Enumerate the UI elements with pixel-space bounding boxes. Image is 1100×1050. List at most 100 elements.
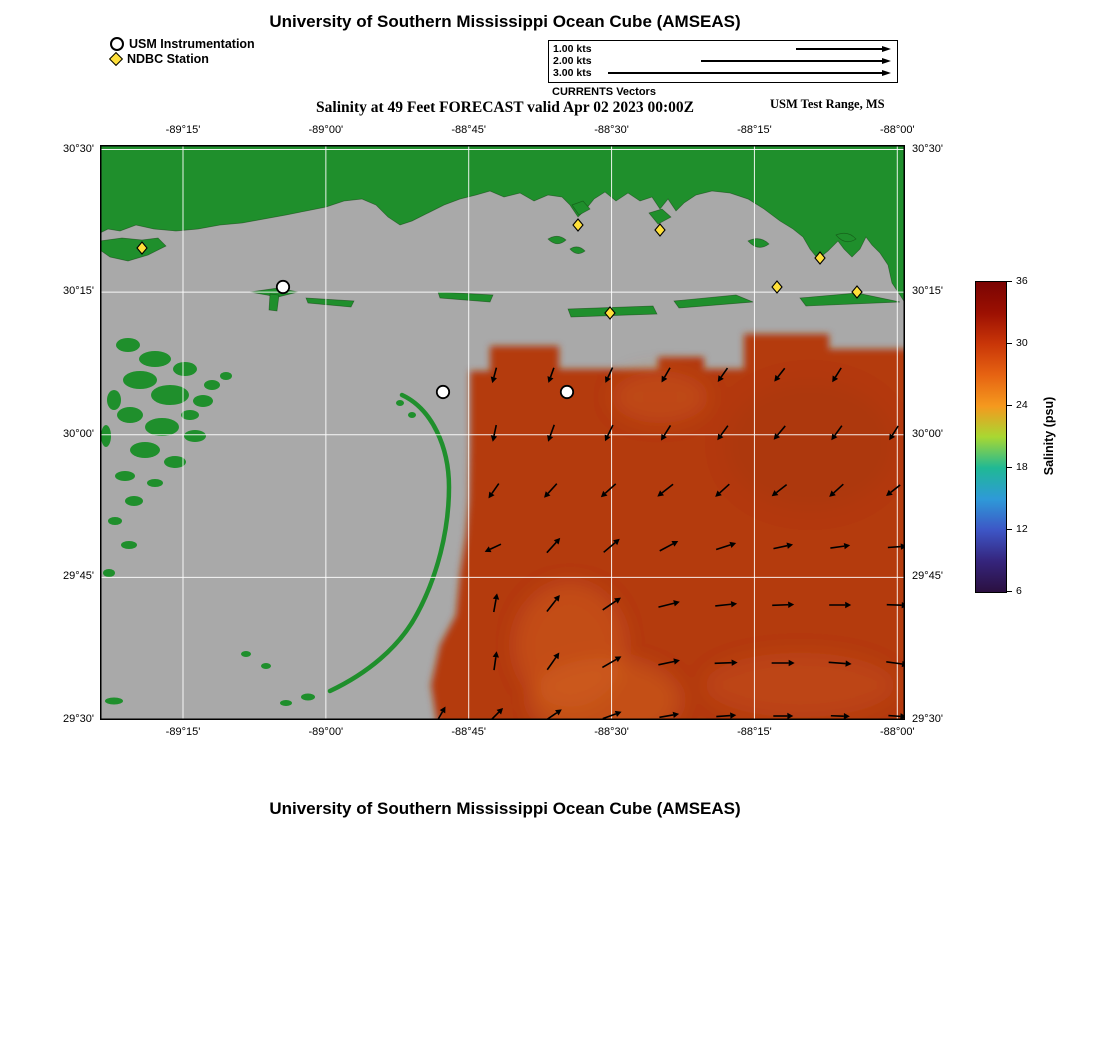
chandeleur-islands-arc: [327, 392, 452, 694]
current-arrow: [484, 543, 502, 553]
map-border: [100, 145, 905, 720]
x-tick-label-bottom: -88°15': [737, 726, 772, 738]
ndbc-station-marker: [771, 280, 783, 294]
usm-instrument-marker: [435, 384, 451, 400]
currents-legend-title: CURRENTS Vectors: [552, 86, 656, 98]
colorbar-tick: [1006, 281, 1012, 283]
currents-speed-label: 1.00 kts: [553, 43, 592, 55]
current-arrow: [773, 542, 794, 550]
map-canvas: [100, 145, 905, 720]
y-tick-label-right: 30°15': [912, 285, 943, 298]
current-arrow: [830, 542, 851, 550]
colorbar-tick-label: 24: [1016, 399, 1028, 411]
coastal-islet: [569, 246, 586, 254]
current-arrow: [490, 424, 498, 442]
current-arrow: [602, 597, 621, 611]
ndbc-station-marker: [572, 218, 584, 232]
y-tick-label-left: 30°30': [63, 142, 94, 155]
land-layer: [100, 145, 905, 706]
current-arrow: [771, 483, 788, 497]
map-title: Salinity at 49 Feet FORECAST valid Apr 0…: [316, 99, 694, 116]
current-arrow: [602, 710, 622, 720]
region-label: USM Test Range, MS: [770, 97, 885, 111]
ndbc-station-marker: [136, 241, 148, 255]
current-arrow: [717, 367, 729, 382]
y-tick-label-right: 30°00': [912, 427, 943, 440]
current-arrow: [771, 659, 795, 667]
x-tick-label-bottom: -89°15': [165, 726, 201, 738]
colorbar-tick-label: 36: [1016, 275, 1028, 287]
colorbar-tick: [1006, 343, 1012, 345]
x-tick-label-bottom: -88°30': [594, 726, 629, 738]
map-frame: [100, 145, 905, 720]
current-arrow: [659, 541, 679, 552]
y-tick-label-left: 30°00': [63, 427, 94, 440]
x-tick-label-top: -89°15': [165, 124, 201, 136]
y-tick-label-left: 29°30': [63, 713, 94, 725]
x-tick-label-bottom: -88°00': [879, 726, 915, 738]
current-arrow: [603, 538, 620, 553]
colorbar-tick-label: 18: [1016, 461, 1028, 473]
current-arrow: [546, 594, 560, 612]
legend-ndbc-label: NDBC Station: [127, 51, 209, 66]
ndbc-station-marker: [604, 306, 616, 320]
barrier-island: [673, 294, 754, 309]
coastal-islet: [648, 208, 672, 225]
x-tick-label-top: -88°15': [737, 124, 772, 136]
current-arrow: [661, 367, 671, 383]
legend-ndbc-row: NDBC Station: [108, 51, 255, 66]
current-arrow: [888, 713, 905, 720]
current-arrow: [490, 367, 498, 384]
usm-instrument-marker: [559, 384, 575, 400]
grid-lines: [100, 145, 905, 720]
current-arrow: [774, 367, 786, 382]
current-arrow: [660, 424, 672, 441]
current-arrow: [658, 600, 680, 608]
current-arrow: [544, 483, 558, 498]
west-bay-point: [100, 237, 167, 262]
coastal-islet: [835, 232, 857, 243]
marsh-islands: [101, 338, 416, 706]
colorbar-tick-label: 12: [1016, 523, 1028, 535]
usm-instrument-marker: [275, 279, 291, 295]
current-arrow: [715, 541, 737, 551]
current-arrow: [773, 712, 794, 720]
legend-usm-row: USM Instrumentation: [110, 36, 255, 51]
current-vectors-layer: [436, 367, 905, 720]
mainland-coast: [100, 145, 905, 304]
currents-scale-arrow: [796, 46, 891, 52]
current-arrow: [714, 659, 738, 666]
salinity-texture: [515, 371, 895, 720]
colorbar-gradient: [975, 281, 1007, 593]
current-arrow: [601, 656, 622, 669]
x-tick-label-top: -88°45': [451, 124, 487, 136]
currents-scale-arrow: [701, 58, 891, 64]
colorbar-tick: [1006, 467, 1012, 469]
colorbar-tick: [1006, 591, 1012, 593]
current-arrow: [829, 601, 852, 609]
barrier-island: [305, 297, 355, 308]
map-legend: USM Instrumentation NDBC Station: [108, 36, 255, 66]
salinity-layer: [431, 334, 905, 720]
current-arrow: [829, 483, 844, 497]
barrier-island: [268, 293, 280, 312]
ndbc-station-icon: [108, 51, 124, 66]
colorbar-label: Salinity (psu): [1042, 396, 1056, 476]
y-tick-label-right: 29°30': [912, 713, 943, 725]
x-tick-label-top: -88°30': [594, 124, 629, 136]
current-arrow: [716, 712, 737, 719]
y-tick-label-left: 29°45': [63, 570, 94, 583]
current-arrow: [604, 424, 614, 442]
colorbar-tick-label: 6: [1016, 585, 1022, 597]
y-tick-label-right: 30°30': [912, 142, 943, 155]
colorbar-tick: [1006, 529, 1012, 531]
x-tick-label-bottom: -88°45': [451, 726, 487, 738]
legend-usm-label: USM Instrumentation: [129, 36, 255, 51]
current-arrow: [488, 483, 500, 499]
current-arrow: [715, 483, 730, 497]
barrier-island: [799, 292, 901, 307]
coastal-islet: [571, 200, 591, 216]
y-tick-label-left: 30°15': [63, 285, 94, 298]
currents-legend-row: 1.00 kts: [553, 43, 891, 55]
